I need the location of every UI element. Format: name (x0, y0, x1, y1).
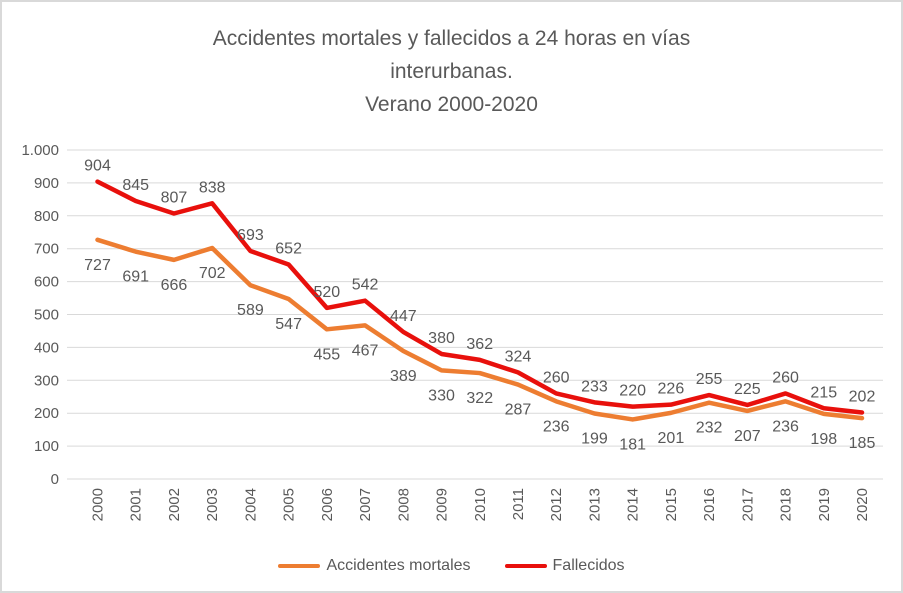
x-tick-label: 2019 (816, 488, 833, 521)
x-tick-label: 2014 (625, 488, 642, 521)
x-tick-label: 2017 (739, 488, 756, 521)
data-label-fallecidos: 225 (734, 381, 761, 398)
chart-title-line-2: interurbanas. (390, 60, 513, 83)
data-label-fallecidos: 380 (428, 330, 455, 347)
x-tick-label: 2018 (778, 488, 795, 521)
x-tick-label: 2011 (510, 488, 527, 520)
x-tick-label: 2007 (357, 488, 374, 521)
data-label-accidentes-mortales: 236 (772, 418, 799, 435)
data-label-accidentes-mortales: 199 (581, 431, 608, 448)
data-label-fallecidos: 542 (352, 277, 379, 294)
data-label-fallecidos: 220 (619, 383, 646, 400)
data-label-fallecidos: 260 (543, 369, 570, 386)
data-label-accidentes-mortales: 322 (466, 390, 493, 407)
data-label-fallecidos: 838 (199, 179, 226, 196)
x-tick-label: 2003 (204, 488, 221, 521)
data-label-accidentes-mortales: 185 (849, 435, 876, 452)
legend: Accidentes mortales Fallecidos (2, 557, 901, 575)
legend-swatch-accidentes-mortales (278, 564, 321, 568)
data-label-fallecidos: 260 (772, 369, 799, 386)
data-label-accidentes-mortales: 201 (658, 430, 685, 447)
data-label-accidentes-mortales: 666 (161, 277, 188, 294)
data-label-accidentes-mortales: 207 (734, 428, 761, 445)
y-tick-label: 200 (34, 405, 59, 422)
y-tick-label: 0 (51, 471, 59, 488)
y-tick-label: 500 (34, 307, 59, 324)
data-label-accidentes-mortales: 198 (810, 431, 837, 448)
data-label-fallecidos: 255 (696, 371, 723, 388)
x-tick-label: 2013 (586, 488, 603, 521)
data-label-accidentes-mortales: 389 (390, 368, 417, 385)
data-label-accidentes-mortales: 287 (505, 402, 532, 419)
legend-swatch-fallecidos (504, 564, 547, 568)
x-tick-label: 2002 (166, 488, 183, 521)
series-line-accidentes-mortales (95, 237, 865, 422)
data-label-accidentes-mortales: 330 (428, 387, 455, 404)
data-label-accidentes-mortales: 702 (199, 265, 226, 282)
data-label-fallecidos: 447 (390, 308, 417, 325)
data-label-fallecidos: 520 (313, 284, 340, 301)
y-tick-label: 600 (34, 274, 59, 291)
x-tick-label: 2020 (854, 488, 871, 521)
data-label-accidentes-mortales: 547 (275, 316, 302, 333)
x-tick-label: 2010 (472, 488, 489, 521)
legend-label-fallecidos: Fallecidos (552, 557, 625, 574)
data-label-fallecidos: 693 (237, 227, 264, 244)
y-tick-label: 1.000 (21, 142, 59, 159)
y-tick-label: 100 (34, 438, 59, 455)
x-tick-label: 2005 (281, 488, 298, 521)
data-label-accidentes-mortales: 455 (313, 346, 340, 363)
x-tick-label: 2016 (701, 488, 718, 521)
x-tick-label: 2012 (548, 488, 565, 521)
data-label-fallecidos: 215 (810, 384, 837, 401)
x-tick-label: 2001 (128, 488, 145, 521)
data-label-fallecidos: 807 (161, 189, 188, 206)
y-tick-label: 700 (34, 241, 59, 258)
data-label-fallecidos: 904 (84, 158, 111, 175)
data-label-fallecidos: 362 (466, 336, 493, 353)
y-tick-label: 400 (34, 339, 59, 356)
legend-item-fallecidos: Fallecidos (504, 557, 625, 575)
legend-label-accidentes-mortales: Accidentes mortales (326, 557, 471, 574)
data-label-fallecidos: 226 (658, 381, 685, 398)
chart-title: Accidentes mortales y fallecidos a 24 ho… (2, 22, 901, 121)
legend-item-accidentes-mortales: Accidentes mortales (278, 557, 471, 575)
data-label-fallecidos: 845 (122, 177, 149, 194)
data-label-fallecidos: 202 (849, 389, 876, 406)
data-label-fallecidos: 324 (505, 348, 532, 365)
y-tick-label: 900 (34, 175, 59, 192)
data-label-fallecidos: 233 (581, 378, 608, 395)
data-label-accidentes-mortales: 691 (122, 269, 149, 286)
y-tick-label: 800 (34, 208, 59, 225)
x-tick-label: 2004 (242, 488, 259, 521)
data-label-accidentes-mortales: 467 (352, 342, 379, 359)
data-label-accidentes-mortales: 727 (84, 257, 111, 274)
x-tick-label: 2008 (395, 488, 412, 521)
data-label-accidentes-mortales: 181 (619, 436, 646, 453)
data-label-fallecidos: 652 (275, 240, 302, 257)
chart-title-line-1: Accidentes mortales y fallecidos a 24 ho… (212, 27, 691, 50)
x-tick-label: 2015 (663, 488, 680, 521)
data-label-accidentes-mortales: 236 (543, 418, 570, 435)
chart-title-line-3: Verano 2000-2020 (365, 93, 538, 116)
y-tick-label: 300 (34, 372, 59, 389)
data-label-accidentes-mortales: 232 (696, 420, 723, 437)
x-tick-label: 2006 (319, 488, 336, 521)
x-tick-label: 2000 (90, 488, 107, 521)
series-line-fallecidos (95, 179, 865, 415)
data-label-accidentes-mortales: 589 (237, 302, 264, 319)
x-tick-label: 2009 (434, 488, 451, 521)
